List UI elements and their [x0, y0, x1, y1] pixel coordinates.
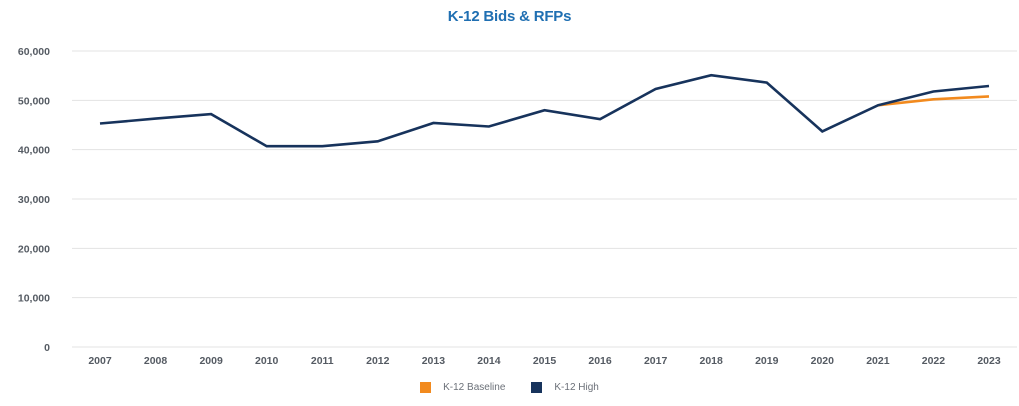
y-tick-label: 10,000	[18, 293, 50, 305]
x-axis-ticks: 2007 2008 2009 2010 2011 2012 2013 2014 2015 2016…	[88, 355, 1001, 367]
y-tick-label: 60,000	[18, 46, 50, 58]
x-tick-label: 2013	[422, 355, 446, 367]
y-tick-label: 0	[44, 342, 50, 354]
x-tick-label: 2017	[644, 355, 668, 367]
legend-label: K-12 Baseline	[443, 382, 506, 393]
series-line-k-12-baseline	[877, 95, 990, 107]
legend-item: K-12 High	[531, 382, 599, 393]
x-tick-label: 2007	[88, 355, 112, 367]
gridlines	[72, 50, 1017, 348]
series-lines	[99, 73, 990, 148]
x-tick-label: 2010	[255, 355, 279, 367]
legend: K-12 Baseline K-12 High	[0, 382, 1019, 393]
y-tick-label: 40,000	[18, 145, 50, 157]
x-tick-label: 2019	[755, 355, 779, 367]
x-tick-label: 2020	[811, 355, 835, 367]
series-line-k-12-high	[99, 73, 990, 148]
legend-label: K-12 High	[554, 382, 599, 393]
x-tick-label: 2016	[588, 355, 612, 367]
line-chart: 0 10,000 20,000 30,000 40,000 50,000 60,000 20…	[18, 46, 1017, 367]
x-tick-label: 2022	[922, 355, 946, 367]
x-tick-label: 2009	[199, 355, 223, 367]
legend-item: K-12 Baseline	[420, 382, 505, 393]
chart-title: K-12 Bids & RFPs	[447, 8, 572, 25]
y-tick-label: 50,000	[18, 95, 50, 107]
x-tick-label: 2021	[866, 355, 890, 367]
legend-swatch	[420, 382, 432, 393]
y-tick-label: 30,000	[18, 194, 50, 206]
x-tick-label: 2023	[977, 355, 1001, 367]
x-tick-label: 2014	[477, 355, 501, 367]
x-tick-label: 2008	[144, 355, 168, 367]
x-tick-label: 2012	[366, 355, 390, 367]
y-axis-ticks: 0 10,000 20,000 30,000 40,000 50,000 60,000	[18, 46, 50, 354]
legend-swatch	[531, 382, 543, 393]
y-tick-label: 20,000	[18, 243, 50, 255]
x-tick-label: 2011	[311, 355, 334, 367]
x-tick-label: 2015	[533, 355, 557, 367]
x-tick-label: 2018	[700, 355, 724, 367]
